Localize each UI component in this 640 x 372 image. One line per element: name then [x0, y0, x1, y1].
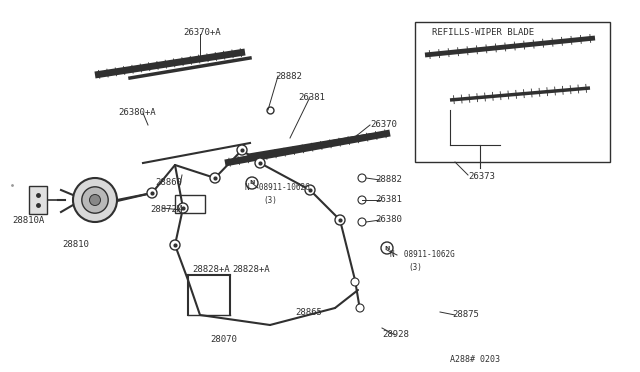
Circle shape [147, 188, 157, 198]
Text: 26381: 26381 [298, 93, 325, 102]
Text: 26380: 26380 [375, 215, 402, 224]
Text: 26380+A: 26380+A [118, 108, 156, 117]
Circle shape [170, 240, 180, 250]
Text: 28882: 28882 [375, 175, 402, 184]
Text: N  08911-1062G: N 08911-1062G [390, 250, 455, 259]
Text: 26370: 26370 [370, 120, 397, 129]
Text: 28928: 28928 [382, 330, 409, 339]
Circle shape [210, 173, 220, 183]
Circle shape [358, 218, 366, 226]
Bar [29, 186, 47, 214]
Text: 28828+A: 28828+A [192, 265, 230, 274]
Text: 28070: 28070 [210, 335, 237, 344]
Text: N: N [384, 246, 390, 250]
Text: 26370+A: 26370+A [183, 28, 221, 37]
Bar [175, 195, 205, 213]
Text: 28810: 28810 [62, 240, 89, 249]
Circle shape [358, 174, 366, 182]
Text: 26373: 26373 [468, 172, 495, 181]
Circle shape [358, 196, 366, 204]
Text: N  08911-1062G: N 08911-1062G [245, 183, 310, 192]
Text: 28882: 28882 [275, 72, 302, 81]
Text: N: N [250, 180, 255, 186]
Text: (3): (3) [408, 263, 422, 272]
Circle shape [335, 215, 345, 225]
Text: 26381: 26381 [375, 195, 402, 204]
Text: A288# 0203: A288# 0203 [450, 355, 500, 364]
Bar [415, 22, 610, 162]
Text: REFILLS-WIPER BLADE: REFILLS-WIPER BLADE [432, 28, 534, 37]
Text: 28872M: 28872M [150, 205, 182, 214]
Circle shape [351, 278, 359, 286]
Circle shape [381, 242, 393, 254]
Circle shape [305, 185, 315, 195]
Circle shape [90, 195, 100, 205]
Text: 28875: 28875 [452, 310, 479, 319]
Circle shape [356, 304, 364, 312]
Text: (3): (3) [263, 196, 277, 205]
Circle shape [178, 203, 188, 213]
Circle shape [246, 177, 258, 189]
Text: 28865: 28865 [295, 308, 322, 317]
Text: 28828+A: 28828+A [232, 265, 269, 274]
Circle shape [237, 145, 247, 155]
Circle shape [82, 187, 108, 213]
Circle shape [73, 178, 117, 222]
Text: 28860: 28860 [155, 178, 182, 187]
Circle shape [255, 158, 265, 168]
Text: 28810A: 28810A [12, 216, 44, 225]
